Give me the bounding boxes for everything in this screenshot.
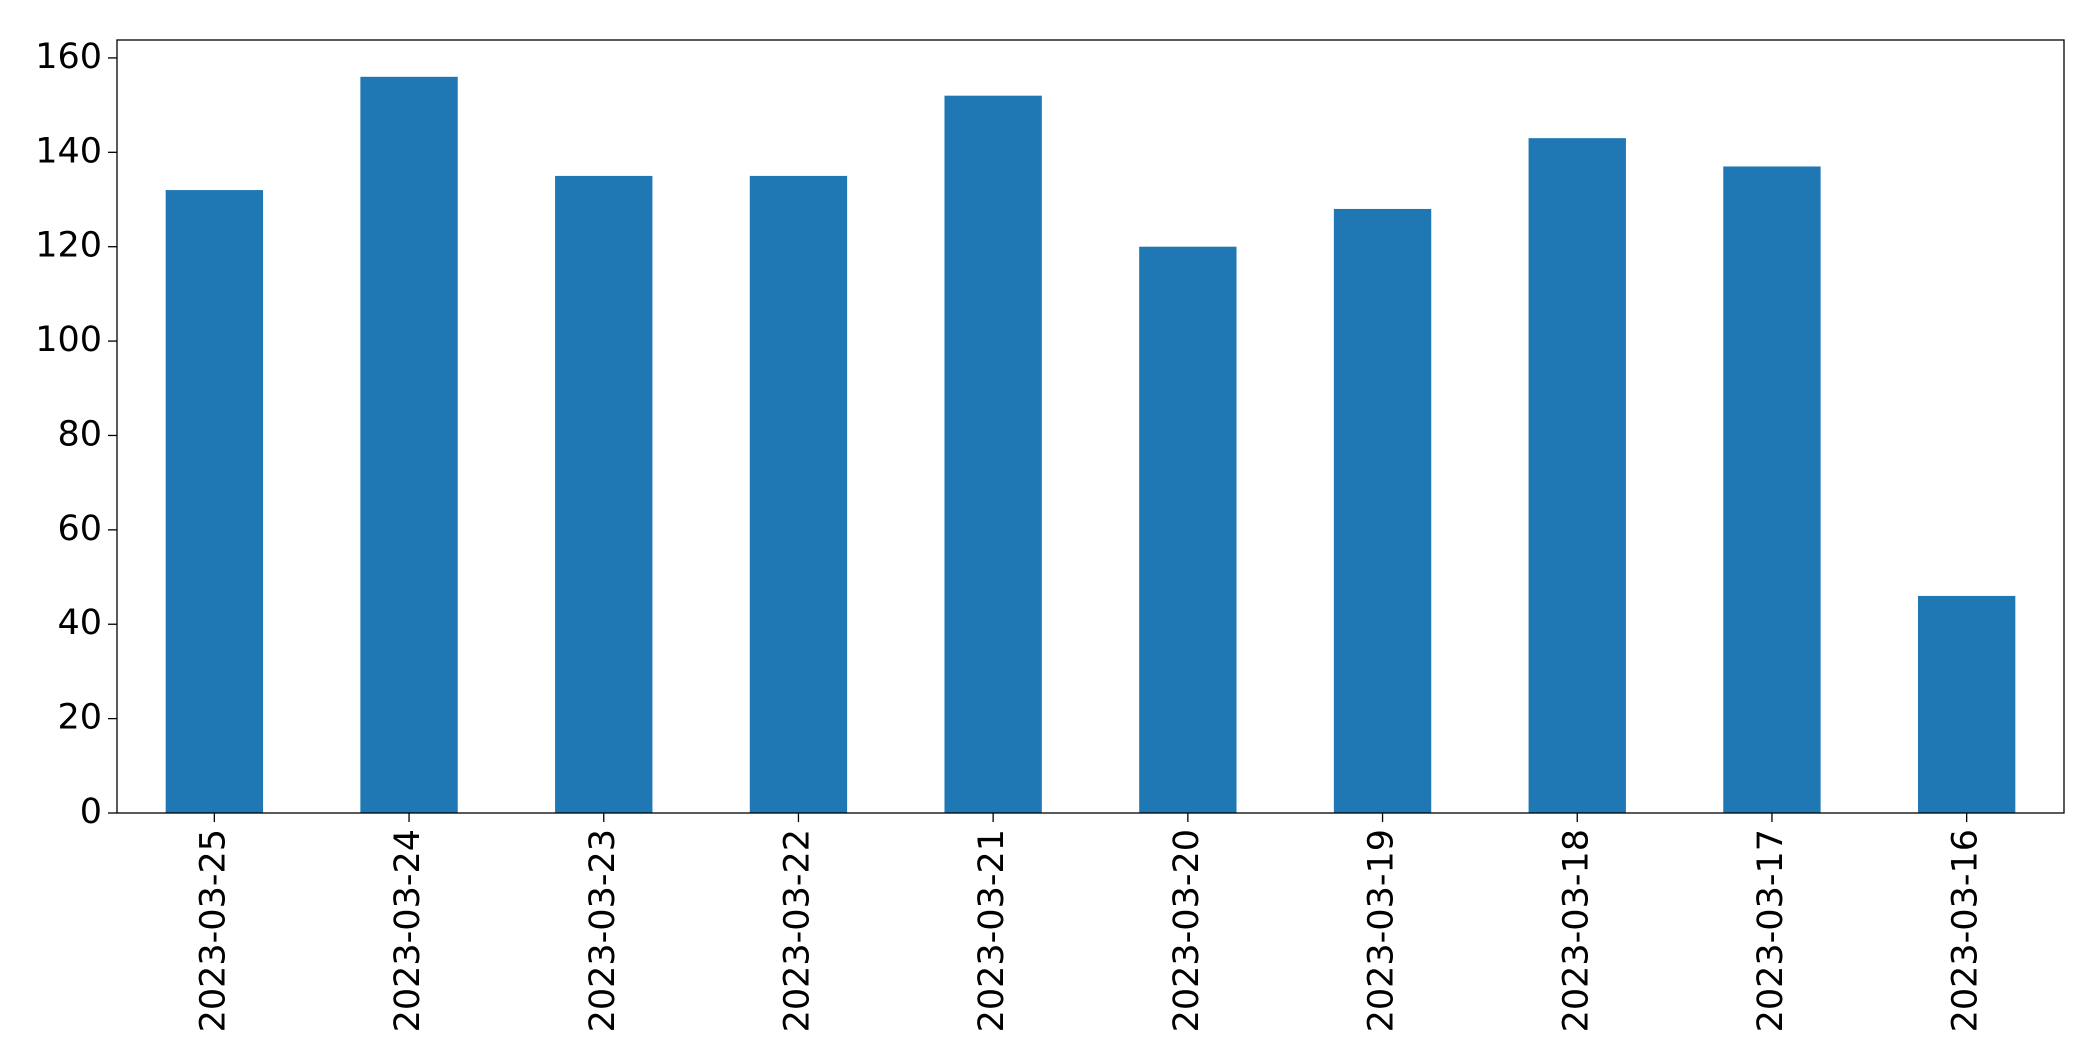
x-tick-label: 2023-03-18 <box>1556 829 1596 1032</box>
x-tick-label: 2023-03-23 <box>583 829 623 1032</box>
bar <box>1917 595 2016 813</box>
bar <box>1333 208 1432 813</box>
bar <box>1139 246 1237 813</box>
y-tick-label: 120 <box>35 226 102 266</box>
y-tick-label: 160 <box>35 37 102 77</box>
bar <box>555 175 653 813</box>
bar <box>749 175 848 813</box>
x-tick-label: 2023-03-21 <box>972 829 1012 1032</box>
y-tick-label: 60 <box>57 509 102 549</box>
bar <box>1528 138 1626 813</box>
y-tick-label: 100 <box>35 320 102 360</box>
x-tick-label: 2023-03-20 <box>1167 829 1207 1032</box>
bar <box>165 190 264 814</box>
y-tick-label: 140 <box>35 131 102 171</box>
x-tick-label: 2023-03-25 <box>193 829 233 1032</box>
bar <box>944 95 1042 813</box>
y-tick-label: 20 <box>57 698 102 738</box>
x-tick-label: 2023-03-22 <box>777 829 817 1032</box>
x-tick-label: 2023-03-16 <box>1946 829 1986 1032</box>
y-tick-label: 80 <box>57 414 102 454</box>
x-tick-label: 2023-03-17 <box>1751 829 1791 1032</box>
y-tick-label: 0 <box>80 792 102 832</box>
x-tick-label: 2023-03-19 <box>1362 829 1402 1032</box>
x-tick-label: 2023-03-24 <box>388 829 428 1032</box>
bar <box>1723 166 1821 813</box>
plot-frame <box>116 39 2065 814</box>
y-tick-label: 40 <box>57 603 102 643</box>
bar <box>360 76 458 814</box>
